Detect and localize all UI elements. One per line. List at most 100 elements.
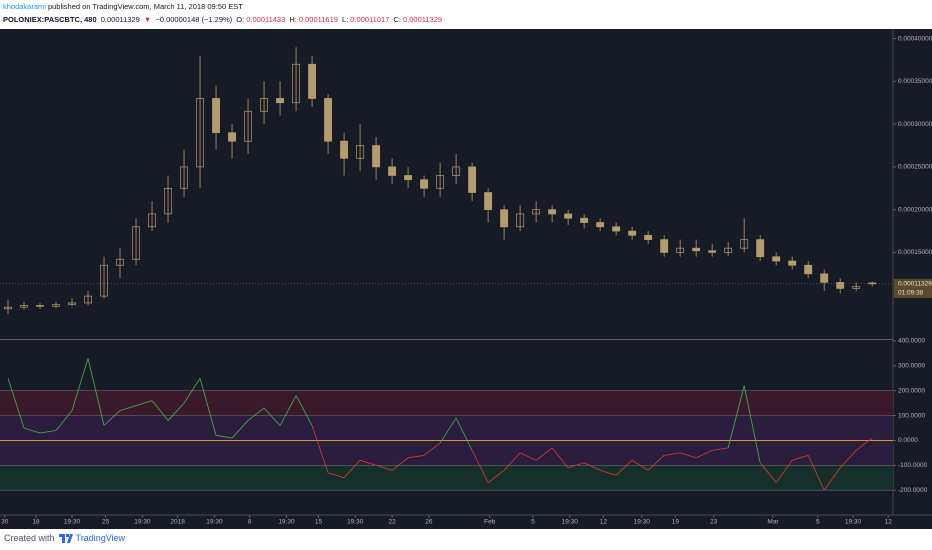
- osc-segment: [455, 417, 473, 451]
- candle-body: [516, 213, 525, 228]
- candle-body: [244, 110, 253, 142]
- symbol-line: POLONIEX:PASCBTC, 480 0.00011329 ▼ −0.00…: [3, 15, 444, 24]
- osc-segment: [167, 402, 185, 421]
- osc-segment: [103, 410, 121, 426]
- symbol: POLONIEX:PASCBTC, 480: [3, 15, 97, 24]
- brand[interactable]: TradingView: [75, 533, 126, 543]
- osc-segment: [615, 460, 633, 476]
- candle-body: [708, 250, 717, 253]
- price-tick-label: 0.00015000: [898, 249, 932, 256]
- osc-segment: [39, 430, 57, 434]
- price-tick-label: 0.00020000: [898, 206, 932, 213]
- osc-segment: [183, 378, 201, 404]
- x-tick-label: Mar: [767, 519, 779, 526]
- candle-body: [452, 166, 461, 176]
- candle-body: [84, 295, 92, 304]
- x-tick-label: 19:30: [845, 519, 862, 526]
- osc-segment: [151, 400, 169, 421]
- osc-segment: [568, 462, 585, 469]
- osc-segment: [247, 407, 265, 421]
- candle-body: [788, 260, 797, 266]
- osc-segment: [343, 460, 361, 478]
- candle-body: [324, 98, 333, 142]
- candle-body: [756, 239, 765, 258]
- candle-body: [676, 247, 685, 253]
- osc-segment: [487, 469, 505, 484]
- x-tick-label: 2018: [170, 519, 185, 526]
- osc-segment: [87, 358, 105, 426]
- osc-segment: [23, 427, 41, 434]
- candle-body: [596, 222, 605, 228]
- change: −0.00000148 (−1.29%): [155, 15, 233, 24]
- candle-body: [180, 166, 188, 189]
- price-tick-label: 0.00025000: [898, 164, 932, 171]
- osc-segment: [807, 455, 825, 491]
- x-tick-label: 25: [102, 519, 110, 526]
- x-tick-label: 30: [1, 519, 9, 526]
- osc-segment: [680, 452, 697, 459]
- osc-tick-label: 0.0000: [898, 437, 918, 444]
- candle-body: [132, 226, 140, 260]
- osc-segment: [311, 425, 329, 473]
- price-tick-label: 0.00035000: [898, 78, 932, 85]
- osc-tick-label: 400.0000: [898, 338, 925, 345]
- candle-body: [36, 305, 44, 307]
- c-key: C:: [393, 15, 401, 24]
- candle-body: [52, 304, 60, 307]
- x-tick-label: 15: [315, 519, 323, 526]
- osc-segment: [408, 454, 425, 459]
- price-tick-label: 0.00040000: [898, 35, 932, 42]
- candle-body: [644, 234, 653, 240]
- countdown: 01:09:38: [898, 290, 924, 297]
- candle-body: [804, 264, 813, 275]
- candle-body: [148, 213, 156, 228]
- osc-segment: [759, 462, 777, 483]
- price-tick-label: 0.00030000: [898, 121, 932, 128]
- published: published on TradingView.com, March 11, …: [47, 2, 243, 11]
- x-tick-label: 5: [816, 519, 820, 526]
- candle-body: [580, 217, 589, 223]
- candle-body: [388, 166, 397, 176]
- c-val: 0.00011329: [402, 15, 443, 24]
- osc-segment: [743, 385, 761, 463]
- x-tick-label: 19:30: [347, 519, 364, 526]
- candle-body: [852, 286, 861, 289]
- osc-segment: [712, 447, 729, 451]
- osc-segment: [119, 405, 137, 411]
- o-val: 0.00011433: [246, 15, 286, 24]
- osc-segment: [600, 469, 617, 476]
- osc-segment: [583, 462, 601, 471]
- osc-segment: [839, 450, 857, 469]
- candle-body: [404, 175, 413, 181]
- author[interactable]: khodakarami: [3, 2, 46, 11]
- last: 0.00011329: [100, 15, 140, 24]
- osc-segment: [519, 452, 537, 461]
- candle-body: [724, 247, 733, 253]
- l-val: 0.00011017: [350, 15, 390, 24]
- candle-body: [692, 247, 701, 252]
- candle-body: [660, 239, 669, 253]
- x-tick-label: 19:30: [278, 519, 295, 526]
- candle-body: [484, 192, 493, 211]
- candle-body: [500, 209, 509, 228]
- last-price-label: 0.00011329: [898, 281, 932, 288]
- candle-body: [228, 132, 237, 142]
- x-tick-label: 8: [248, 519, 252, 526]
- x-tick-label: 19:30: [64, 519, 81, 526]
- osc-tick-label: 300.0000: [898, 363, 925, 370]
- candle-body: [628, 230, 637, 236]
- candle-body: [260, 98, 269, 112]
- publish-line: khodakarami published on TradingView.com,…: [3, 2, 245, 11]
- osc-segment: [359, 459, 377, 466]
- candle-body: [612, 226, 621, 232]
- osc-segment: [55, 410, 73, 431]
- osc-segment: [71, 358, 89, 411]
- osc-segment: [199, 378, 217, 436]
- osc-segment: [391, 457, 409, 471]
- osc-segment: [295, 395, 313, 426]
- candle-body: [276, 98, 285, 104]
- osc-segment: [471, 450, 489, 483]
- band: [0, 390, 893, 416]
- candle-body: [4, 306, 12, 310]
- last-price-box: [894, 278, 932, 298]
